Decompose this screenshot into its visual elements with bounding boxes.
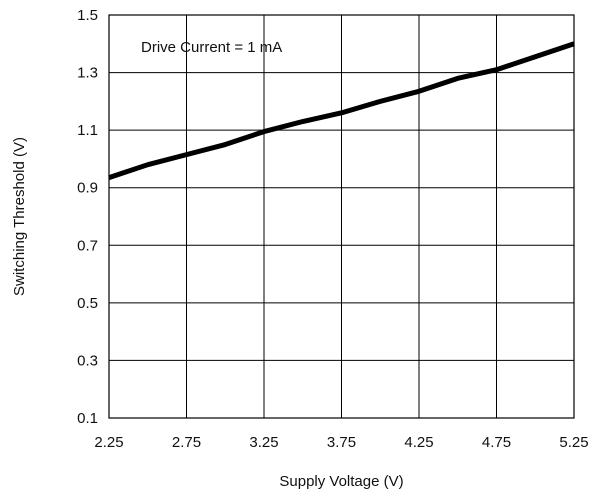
x-tick-label: 3.25 xyxy=(249,434,278,451)
y-tick-label: 0.9 xyxy=(77,180,98,197)
series-group xyxy=(108,41,575,181)
y-tick-label: 0.5 xyxy=(77,295,98,312)
y-tick-label: 0.3 xyxy=(77,352,98,369)
series-line xyxy=(108,41,575,181)
x-tick-label: 4.25 xyxy=(404,434,433,451)
y-axis-label: Switching Threshold (V) xyxy=(11,137,28,296)
annotation-drive-current: Drive Current = 1 mA xyxy=(141,39,282,56)
x-tick-label: 2.25 xyxy=(94,434,123,451)
y-tick-labels: 0.1 0.3 0.5 0.7 0.9 1.1 1.3 1.5 xyxy=(77,7,98,427)
y-tick-label: 0.1 xyxy=(77,410,98,427)
x-axis-label: Supply Voltage (V) xyxy=(279,473,403,490)
grid xyxy=(108,14,575,419)
y-tick-label: 1.5 xyxy=(77,7,98,24)
y-tick-label: 1.3 xyxy=(77,65,98,82)
plot-frame xyxy=(108,14,575,419)
x-tick-label: 5.25 xyxy=(559,434,588,451)
x-tick-label: 3.75 xyxy=(327,434,356,451)
y-tick-label: 0.7 xyxy=(77,237,98,254)
x-tick-label: 2.75 xyxy=(172,434,201,451)
y-tick-label: 1.1 xyxy=(77,122,98,139)
x-tick-label: 4.75 xyxy=(482,434,511,451)
x-tick-labels: 2.25 2.75 3.25 3.75 4.25 4.75 5.25 xyxy=(94,434,588,451)
